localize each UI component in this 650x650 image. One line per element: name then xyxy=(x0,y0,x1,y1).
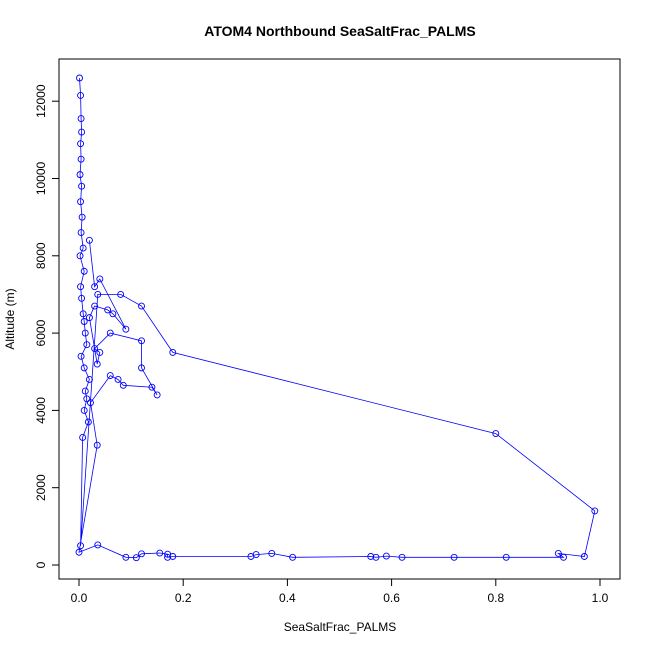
x-tick-label: 0.2 xyxy=(175,591,192,605)
data-point xyxy=(77,229,85,237)
series-points xyxy=(75,74,599,562)
series-lines xyxy=(78,77,596,559)
data-point xyxy=(80,267,88,275)
y-tick-label: 8000 xyxy=(34,242,48,269)
data-point xyxy=(289,553,297,561)
data-point xyxy=(169,348,177,356)
data-point xyxy=(114,376,122,383)
data-point xyxy=(591,507,599,515)
series-line xyxy=(78,77,596,559)
data-point xyxy=(164,550,172,558)
data-point xyxy=(106,372,114,380)
data-point xyxy=(153,391,161,399)
data-point xyxy=(85,314,93,322)
data-point xyxy=(156,549,164,557)
data-point xyxy=(247,553,255,560)
data-point xyxy=(398,553,406,561)
data-point xyxy=(554,549,562,557)
data-point xyxy=(91,283,99,291)
data-point xyxy=(91,345,99,353)
data-point xyxy=(85,376,93,383)
data-point xyxy=(77,198,85,206)
data-point xyxy=(91,302,99,310)
x-axis: 0.0 0.2 0.4 0.6 0.8 1.0 xyxy=(71,578,609,605)
data-point xyxy=(164,553,172,561)
y-tick-label: 4000 xyxy=(34,397,48,424)
data-point xyxy=(78,213,86,221)
data-point xyxy=(138,302,145,310)
data-point xyxy=(502,553,510,561)
data-point xyxy=(117,290,125,298)
y-tick-label: 6000 xyxy=(34,319,48,346)
y-tick-label: 0 xyxy=(34,561,48,568)
data-point xyxy=(77,542,85,550)
data-point xyxy=(81,387,89,395)
data-point xyxy=(79,310,87,318)
data-point xyxy=(382,552,390,560)
plot-frame xyxy=(58,58,621,580)
data-point xyxy=(81,329,89,337)
x-tick-label: 0.4 xyxy=(279,591,296,605)
data-point xyxy=(119,381,127,389)
data-point xyxy=(560,553,567,561)
x-tick-label: 0.8 xyxy=(487,591,504,605)
data-point xyxy=(78,128,86,136)
data-point xyxy=(76,74,83,82)
data-point xyxy=(77,91,85,99)
data-point xyxy=(94,541,102,549)
data-point xyxy=(77,352,85,360)
data-point xyxy=(77,140,85,148)
data-point xyxy=(79,244,87,252)
data-point xyxy=(93,441,101,449)
data-point xyxy=(94,290,102,298)
data-point xyxy=(122,553,130,561)
data-point xyxy=(109,310,117,318)
data-point xyxy=(372,553,380,561)
data-point xyxy=(96,275,104,283)
data-point xyxy=(80,406,88,414)
data-point xyxy=(80,364,88,372)
data-point xyxy=(85,236,93,244)
data-point xyxy=(104,306,112,314)
data-point xyxy=(96,348,104,356)
data-point xyxy=(87,399,94,407)
data-point xyxy=(148,383,156,391)
data-point xyxy=(450,553,458,561)
data-point xyxy=(492,430,500,438)
x-axis-label: SeaSaltFrac_PALMS xyxy=(284,620,397,634)
y-tick-label: 2000 xyxy=(34,474,48,501)
x-tick-label: 0.0 xyxy=(71,591,88,605)
data-point xyxy=(138,337,145,345)
y-tick-label: 12000 xyxy=(34,84,48,118)
data-point xyxy=(78,294,86,302)
data-point xyxy=(76,171,84,179)
data-point xyxy=(132,554,140,562)
data-point xyxy=(122,325,130,333)
data-point xyxy=(75,548,83,556)
x-tick-label: 1.0 xyxy=(592,591,609,605)
data-point xyxy=(138,550,145,558)
y-tick-label: 10000 xyxy=(34,161,48,195)
x-tick-label: 0.6 xyxy=(383,591,400,605)
data-point xyxy=(78,182,86,190)
data-point xyxy=(580,553,588,560)
chart-title: ATOM4 Northbound SeaSaltFrac_PALMS xyxy=(204,23,475,39)
data-point xyxy=(138,364,145,372)
y-axis-label: Altitude (m) xyxy=(3,288,17,349)
data-point xyxy=(77,283,85,291)
data-point xyxy=(80,318,88,325)
data-point xyxy=(93,360,101,368)
data-point xyxy=(79,434,87,441)
data-point xyxy=(76,252,84,260)
data-point xyxy=(84,418,92,426)
data-point xyxy=(77,115,85,123)
data-point xyxy=(367,553,375,560)
data-point xyxy=(106,329,114,337)
data-point xyxy=(83,395,91,403)
data-point xyxy=(77,155,85,163)
data-point xyxy=(83,341,91,349)
y-axis: 0 2000 4000 6000 8000 10000 12000 xyxy=(34,84,60,568)
data-point xyxy=(268,549,276,557)
